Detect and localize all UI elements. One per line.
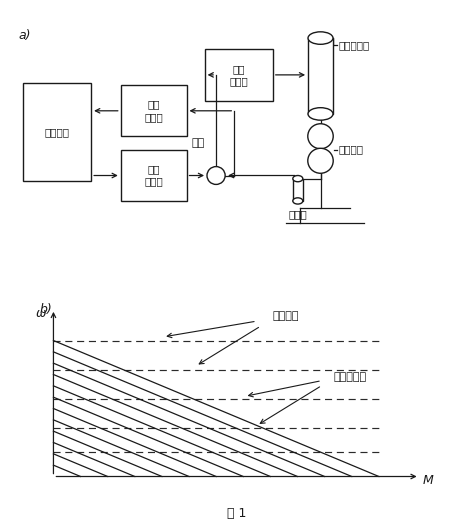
Bar (23, 82, 91, 181)
Ellipse shape (308, 32, 333, 44)
Text: M: M (422, 474, 433, 487)
Bar (205, 49, 273, 101)
Text: b): b) (39, 303, 52, 316)
Text: 机械传动: 机械传动 (339, 144, 364, 155)
Text: 图 1: 图 1 (227, 507, 246, 520)
Text: a): a) (18, 29, 31, 42)
Ellipse shape (293, 198, 303, 204)
Bar (121, 150, 186, 201)
Ellipse shape (293, 175, 303, 182)
Bar (121, 85, 186, 136)
Text: 计算装置: 计算装置 (44, 127, 70, 137)
Ellipse shape (308, 108, 333, 120)
Bar (293, 178, 303, 201)
Text: 伺服
放大器: 伺服 放大器 (229, 64, 248, 86)
Text: 程序控制: 程序控制 (272, 311, 298, 321)
Text: 按条件控制: 按条件控制 (334, 372, 367, 382)
Circle shape (308, 124, 333, 149)
Text: 模数
变换器: 模数 变换器 (144, 99, 163, 122)
Text: 失调: 失调 (191, 138, 204, 148)
Circle shape (207, 166, 225, 184)
Bar (308, 38, 333, 114)
Text: 电位计: 电位计 (289, 209, 307, 219)
Circle shape (308, 148, 333, 173)
Text: 数模
变换器: 数模 变换器 (144, 164, 163, 186)
Text: ω: ω (36, 307, 46, 320)
Text: 伺服电动机: 伺服电动机 (339, 40, 370, 50)
